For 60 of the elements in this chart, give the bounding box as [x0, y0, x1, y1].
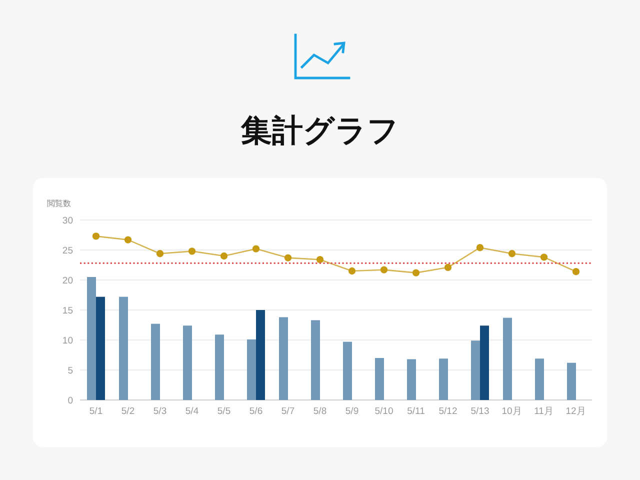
point	[444, 264, 452, 271]
point	[348, 267, 356, 275]
bar	[279, 317, 288, 400]
x-tick-label: 5/13	[470, 406, 490, 417]
point	[476, 244, 484, 252]
bar	[215, 334, 224, 400]
point	[124, 236, 132, 244]
point	[572, 268, 580, 276]
point	[508, 250, 516, 258]
bar	[439, 358, 448, 400]
point	[540, 254, 548, 261]
bar	[151, 324, 160, 400]
bar	[247, 339, 256, 400]
point	[284, 254, 292, 262]
y-tick-label: 30	[62, 216, 73, 226]
y-axis-title: 閲覧数	[47, 199, 71, 208]
bar	[311, 320, 320, 400]
point	[188, 248, 196, 255]
y-tick-label: 0	[68, 396, 73, 406]
point	[156, 250, 164, 258]
x-tick-label: 5/3	[153, 406, 167, 417]
point	[92, 232, 100, 240]
x-tick-label: 5/9	[345, 406, 359, 417]
bar	[256, 310, 265, 400]
bar	[183, 326, 192, 400]
bar	[375, 358, 384, 400]
bar	[503, 318, 512, 400]
x-tick-label: 5/7	[281, 406, 295, 417]
x-tick-label: 10月	[502, 406, 522, 417]
point	[380, 266, 388, 274]
bar	[471, 340, 480, 400]
point	[316, 256, 324, 264]
y-tick-label: 20	[62, 276, 73, 286]
y-tick-label: 15	[62, 306, 73, 316]
y-tick-label: 25	[62, 246, 73, 256]
x-tick-label: 5/5	[217, 406, 231, 417]
point	[220, 252, 228, 260]
x-tick-label: 5/11	[407, 406, 425, 417]
point	[412, 269, 420, 276]
bar	[535, 358, 544, 400]
bar	[96, 296, 105, 400]
chart-title: 集計グラフ	[240, 113, 399, 148]
x-tick-label: 12月	[566, 406, 586, 417]
x-tick-label: 5/12	[438, 406, 458, 417]
x-tick-label: 5/10	[374, 406, 394, 417]
bar	[480, 326, 489, 400]
y-tick-label: 10	[62, 336, 73, 346]
x-tick-label: 5/6	[249, 406, 263, 417]
y-tick-label: 5	[68, 366, 73, 376]
x-tick-label: 5/1	[89, 406, 103, 417]
bar	[87, 277, 96, 400]
bar	[119, 296, 128, 400]
x-tick-label: 5/2	[121, 406, 135, 417]
bar	[407, 359, 416, 400]
bar	[567, 362, 576, 400]
x-tick-label: 5/4	[185, 406, 199, 417]
point	[252, 245, 260, 252]
x-tick-label: 5/8	[313, 406, 327, 417]
bar	[343, 342, 352, 400]
x-tick-label: 11月	[534, 406, 554, 417]
